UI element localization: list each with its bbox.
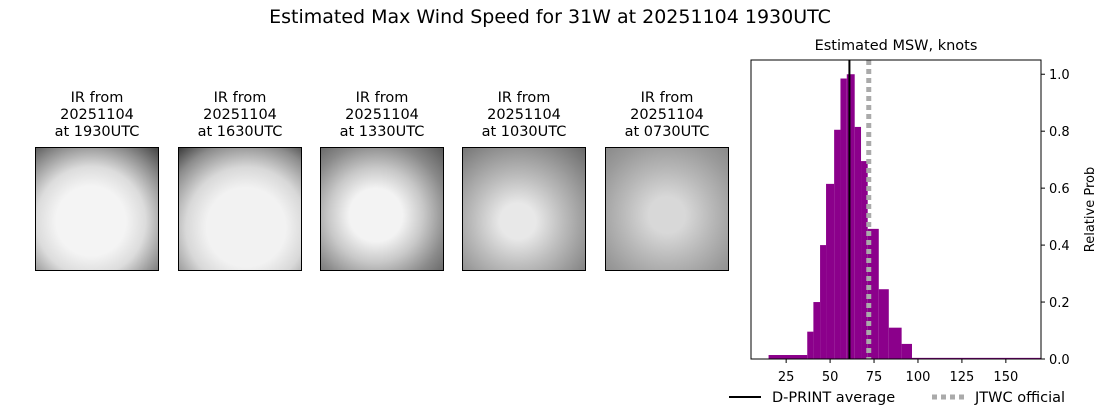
ir-satellite-image — [605, 147, 729, 271]
ir-panel-title-line: IR from — [355, 90, 409, 106]
plot-frame — [750, 59, 1042, 360]
ir-panel-title-line: IR from — [497, 90, 551, 106]
x-tick-label: 25 — [778, 370, 795, 385]
histogram-bar — [834, 129, 841, 359]
histogram-bar — [768, 355, 808, 359]
ir-panel-title-line: 20251104 — [203, 107, 277, 123]
ir-panel-title-line: IR from — [640, 90, 694, 106]
chart-title: Estimated MSW, knots — [815, 38, 978, 54]
y-tick-label: 0.0 — [1049, 353, 1070, 368]
figure-title: Estimated Max Wind Speed for 31W at 2025… — [269, 6, 831, 28]
ir-panel-title-line: 20251104 — [60, 107, 134, 123]
ir-panel-title-line: 20251104 — [345, 107, 419, 123]
ir-satellite-image — [462, 147, 586, 271]
y-tick-label: 0.2 — [1049, 296, 1070, 311]
y-axis-label: Relative Prob — [1083, 167, 1098, 252]
x-tick-label: 75 — [866, 370, 883, 385]
histogram-bar — [867, 228, 879, 359]
histogram-bar — [854, 126, 862, 360]
ir-panel-title-line: at 1030UTC — [481, 124, 567, 140]
y-tick-label: 0.8 — [1049, 125, 1070, 140]
histogram-bar — [826, 183, 835, 359]
legend-jtwc-label: JTWC official — [974, 390, 1065, 406]
ir-panel-title-line: at 1630UTC — [197, 124, 283, 140]
x-tick-label: 100 — [906, 370, 931, 385]
ir-satellite-image — [35, 147, 159, 271]
ir-panel-title: IR from 20251104 at 1630UTC — [160, 90, 320, 141]
x-tick-label: 125 — [949, 370, 974, 385]
histogram-bar — [901, 343, 912, 359]
ir-satellite-image — [178, 147, 302, 271]
histogram-bar — [888, 327, 902, 359]
ir-panel-title: IR from 20251104 at 1930UTC — [17, 90, 177, 141]
ir-panel-title: IR from 20251104 at 1330UTC — [302, 90, 462, 141]
ir-panel-title: IR from 20251104 at 0730UTC — [587, 90, 747, 141]
histogram-bar — [878, 289, 889, 359]
histogram-bar — [911, 357, 1041, 359]
ir-satellite-image — [320, 147, 444, 271]
y-tick-label: 0.6 — [1049, 182, 1070, 197]
ir-panel-title-line: at 1930UTC — [54, 124, 140, 140]
ir-panel-title: IR from 20251104 at 1030UTC — [444, 90, 604, 141]
histogram-bar — [820, 245, 827, 359]
ir-panel-title-line: 20251104 — [487, 107, 561, 123]
histogram-bar — [861, 161, 868, 359]
x-tick-label: 50 — [822, 370, 839, 385]
ir-panel-title-line: IR from — [213, 90, 267, 106]
legend-dprint-label: D-PRINT average — [772, 390, 895, 406]
ir-panel-title-line: at 1330UTC — [339, 124, 425, 140]
ir-panel-title-line: IR from — [70, 90, 124, 106]
x-tick-label: 150 — [993, 370, 1018, 385]
histogram-bar — [807, 331, 814, 359]
ir-panel-title-line: at 0730UTC — [624, 124, 710, 140]
y-tick-label: 0.4 — [1049, 239, 1070, 254]
histogram-bar — [840, 78, 847, 359]
ir-panel-title-line: 20251104 — [630, 107, 704, 123]
histogram-bar — [846, 74, 855, 359]
y-tick-label: 1.0 — [1049, 68, 1070, 83]
histogram-bar — [813, 302, 821, 359]
